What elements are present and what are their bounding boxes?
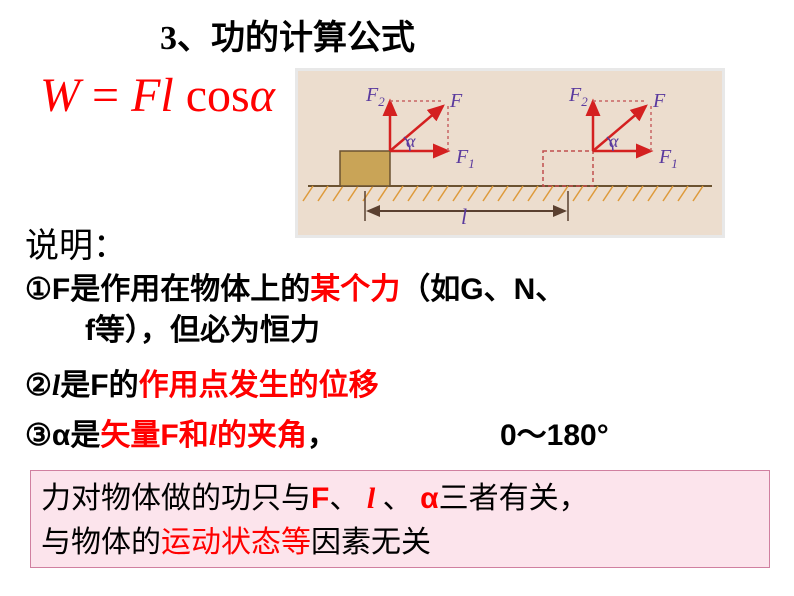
p1-G: G (460, 273, 483, 306)
formula-Fl: Fl (131, 69, 174, 122)
p3-red3: 的夹角 (217, 419, 307, 452)
point-3: ③α是矢量F和l的夹角， (25, 410, 337, 454)
p1-f: f (85, 314, 95, 347)
label-l: l (461, 204, 467, 229)
p2-l: l (52, 369, 60, 402)
b-t2: 、 (329, 482, 367, 515)
formula-eq: = (80, 69, 131, 122)
p3-F: F (160, 419, 178, 452)
point-1: ①F是作用在物体上的某个力（如G、N、 f等），但必为恒力 (25, 270, 565, 351)
label-F-2: F (652, 90, 666, 112)
b-alpha: α (420, 482, 438, 515)
p1-N: N (514, 273, 536, 306)
p1-pre: ① (25, 273, 52, 306)
b-t5: 与物体的 (41, 526, 161, 559)
b-t6: 因素无关 (311, 526, 431, 559)
p3-alpha: α (52, 419, 70, 452)
b-t3: 、 (375, 482, 420, 515)
formula-cos: cos (174, 69, 250, 122)
point-2: ②l是F的作用点发生的位移 (25, 360, 379, 404)
label-F-1: F (449, 90, 463, 112)
p3-red2: 和 (179, 419, 209, 452)
p3-t1: 是 (70, 419, 100, 452)
b-F: F (311, 482, 329, 515)
p1-t3: 、 (484, 273, 514, 306)
p1-t1: 是作用在物体上的 (70, 273, 310, 306)
p3-red1: 矢量 (100, 419, 160, 452)
label-alpha-1: α (406, 131, 416, 151)
diagram-svg: F F2 F1 α F F2 F1 α l (298, 71, 722, 235)
b-t4: 三者有关， (439, 482, 589, 515)
force-diagram: F F2 F1 α F F2 F1 α l (295, 68, 725, 238)
block-initial (340, 151, 390, 186)
p3-t2: ， (307, 419, 337, 452)
p2-F: F (90, 369, 108, 402)
p1-indent (25, 314, 85, 347)
b-l: l (367, 482, 375, 515)
b-red1: 运动状态等 (161, 526, 311, 559)
p2-t1: 是 (60, 369, 90, 402)
p2-pre: ② (25, 369, 52, 402)
work-formula: W = Fl cosα (40, 68, 275, 123)
p2-red1: 作用点发生的位移 (139, 369, 379, 402)
b-t1: 力对物体做的功只与 (41, 482, 311, 515)
p3-l: l (209, 419, 217, 452)
p3-pre: ③ (25, 419, 52, 452)
p1-F: F (52, 273, 70, 306)
section-title: 3、功的计算公式 (160, 10, 415, 59)
label-alpha-2: α (609, 131, 619, 151)
p1-t2: （如 (400, 273, 460, 306)
p1-red1: 某个力 (310, 273, 400, 306)
p2-t2: 的 (109, 369, 139, 402)
p1-t4: 、 (535, 273, 565, 306)
explain-label: 说明： (25, 218, 127, 267)
point-3-range: 0～180° (500, 410, 609, 454)
p1-t5: 等），但必为恒力 (95, 314, 320, 347)
formula-W: W (40, 69, 80, 122)
summary-box: 力对物体做的功只与F、 l 、 α三者有关，与物体的运动状态等因素无关 (30, 470, 770, 568)
formula-alpha: α (250, 69, 275, 122)
